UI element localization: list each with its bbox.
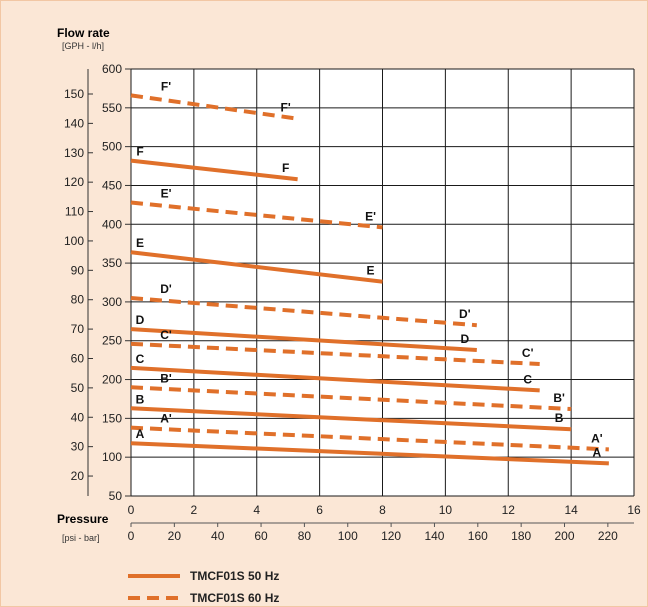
x-psi-tick-label: 0 xyxy=(128,529,135,543)
y-gph-tick-label: 110 xyxy=(65,205,84,219)
x-psi-tick-label: 20 xyxy=(168,529,182,543)
y-lh-tick-label: 350 xyxy=(102,256,122,270)
y-gph-tick-label: 30 xyxy=(71,440,85,454)
y-gph-tick-label: 20 xyxy=(71,469,85,483)
series-line-e xyxy=(130,250,383,284)
y-lh-tick-label: 150 xyxy=(102,411,122,425)
legend-label-50hz: TMCF01S 50 Hz xyxy=(190,569,279,583)
y-axis-title: Flow rate xyxy=(57,26,110,40)
x-psi-tick-label: 100 xyxy=(338,529,358,543)
series-label-c-end: C xyxy=(523,372,532,386)
y-gph-tick-label: 40 xyxy=(71,410,85,424)
series-label-b-prime-start: B' xyxy=(160,371,172,385)
y-gph-tick-label: 70 xyxy=(71,322,85,336)
y-lh-tick-label: 250 xyxy=(102,334,122,348)
y-gph-tick-label: 140 xyxy=(64,116,84,130)
x-psi-tick-label: 200 xyxy=(554,529,574,543)
grid xyxy=(130,68,635,497)
series-label-f-end: F xyxy=(282,161,289,175)
x-psi-tick-label: 220 xyxy=(598,529,618,543)
y-gph-tick-label: 120 xyxy=(64,175,84,189)
y-lh-ticks: 50 100 150 200 250 300 350 400 450 500 550 600 xyxy=(102,62,131,503)
y-gph-tick-label: 130 xyxy=(64,146,84,160)
x-psi-ticks: 0 20 40 60 80 100 120 140 160 180 200 220 xyxy=(128,522,634,543)
series-label-a-end: A xyxy=(593,445,602,459)
y-lh-tick-label: 200 xyxy=(102,373,122,387)
series-label-c-start: C xyxy=(136,352,145,366)
series-line-a-prime xyxy=(130,425,609,452)
series-label-e-start: E xyxy=(136,236,144,250)
line-labels-group: AAA'A'BBB'B'CCC'C'DDD'D'EEE'E'FFF'F' xyxy=(136,79,603,459)
series-line-f-prime xyxy=(130,93,298,121)
series-label-a-prime-start: A' xyxy=(160,412,172,426)
y-lh-tick-label: 400 xyxy=(102,217,122,231)
y-gph-ticks: 20 30 40 50 60 70 80 90 100 110 120 130 140 150 xyxy=(64,69,93,496)
series-label-e-end: E xyxy=(366,264,374,278)
series-label-e-prime-start: E' xyxy=(161,187,172,201)
y-lh-tick-label: 300 xyxy=(102,295,122,309)
x-axis-unit: [psi - bar] xyxy=(62,533,100,543)
x-bar-ticks: 0 2 4 6 8 10 12 14 16 xyxy=(128,503,641,517)
x-bar-tick-label: 2 xyxy=(191,503,198,517)
y-gph-tick-label: 100 xyxy=(64,234,84,248)
y-lh-tick-label: 550 xyxy=(102,101,122,115)
x-bar-tick-label: 8 xyxy=(379,503,386,517)
legend-label-60hz: TMCF01S 60 Hz xyxy=(190,591,279,605)
y-lh-tick-label: 450 xyxy=(102,178,122,192)
x-bar-tick-label: 0 xyxy=(128,503,135,517)
series-label-a-start: A xyxy=(136,427,145,441)
x-bar-tick-label: 10 xyxy=(439,503,453,517)
series-label-f-start: F xyxy=(136,145,143,159)
x-psi-tick-label: 80 xyxy=(298,529,312,543)
x-psi-tick-label: 120 xyxy=(381,529,401,543)
series-label-b-start: B xyxy=(136,392,145,406)
y-gph-tick-label: 80 xyxy=(71,293,85,307)
series-label-b-end: B xyxy=(555,411,564,425)
series-label-c-prime-end: C' xyxy=(522,346,534,360)
y-lh-tick-label: 50 xyxy=(109,489,123,503)
x-psi-tick-label: 60 xyxy=(254,529,268,543)
y-gph-tick-label: 150 xyxy=(64,87,84,101)
y-gph-tick-label: 90 xyxy=(71,263,85,277)
series-line-c xyxy=(130,365,540,393)
series-line-d-prime xyxy=(130,296,477,328)
series-line-b xyxy=(130,406,572,432)
series-label-f-prime-start: F' xyxy=(161,79,171,93)
series-label-c-prime-start: C' xyxy=(160,328,172,342)
y-gph-tick-label: 50 xyxy=(71,381,85,395)
series-line-a xyxy=(130,441,609,466)
x-psi-tick-label: 180 xyxy=(511,529,531,543)
y-lh-tick-label: 100 xyxy=(102,450,122,464)
x-psi-tick-label: 140 xyxy=(424,529,444,543)
y-gph-tick-label: 60 xyxy=(71,351,85,365)
x-bar-tick-label: 16 xyxy=(627,503,641,517)
series-label-d-prime-end: D' xyxy=(459,307,471,321)
x-bar-tick-label: 6 xyxy=(316,503,323,517)
series-line-d xyxy=(130,327,477,353)
series-label-d-prime-start: D' xyxy=(160,282,172,296)
x-psi-tick-label: 160 xyxy=(468,529,488,543)
series-label-d-end: D xyxy=(460,332,469,346)
series-line-b-prime xyxy=(130,385,572,412)
series-line-c-prime xyxy=(130,341,540,367)
legend: TMCF01S 50 Hz TMCF01S 60 Hz xyxy=(128,569,279,605)
series-label-a-prime-end: A' xyxy=(591,431,603,445)
series-label-d-start: D xyxy=(136,313,145,327)
x-bar-tick-label: 12 xyxy=(502,503,516,517)
y-lh-tick-label: 600 xyxy=(102,62,122,76)
series-line-e-prime xyxy=(130,200,383,230)
x-psi-tick-label: 40 xyxy=(211,529,225,543)
y-lh-tick-label: 500 xyxy=(102,140,122,154)
series-group xyxy=(130,93,609,466)
x-axis-title: Pressure xyxy=(57,512,109,526)
x-bar-tick-label: 4 xyxy=(253,503,260,517)
series-line-f xyxy=(130,158,298,182)
series-label-b-prime-end: B' xyxy=(553,391,565,405)
y-axis-unit: [GPH - l/h] xyxy=(62,41,104,51)
series-label-f-prime-end: F' xyxy=(281,101,291,115)
x-bar-tick-label: 14 xyxy=(564,503,578,517)
series-label-e-prime-end: E' xyxy=(365,209,376,223)
